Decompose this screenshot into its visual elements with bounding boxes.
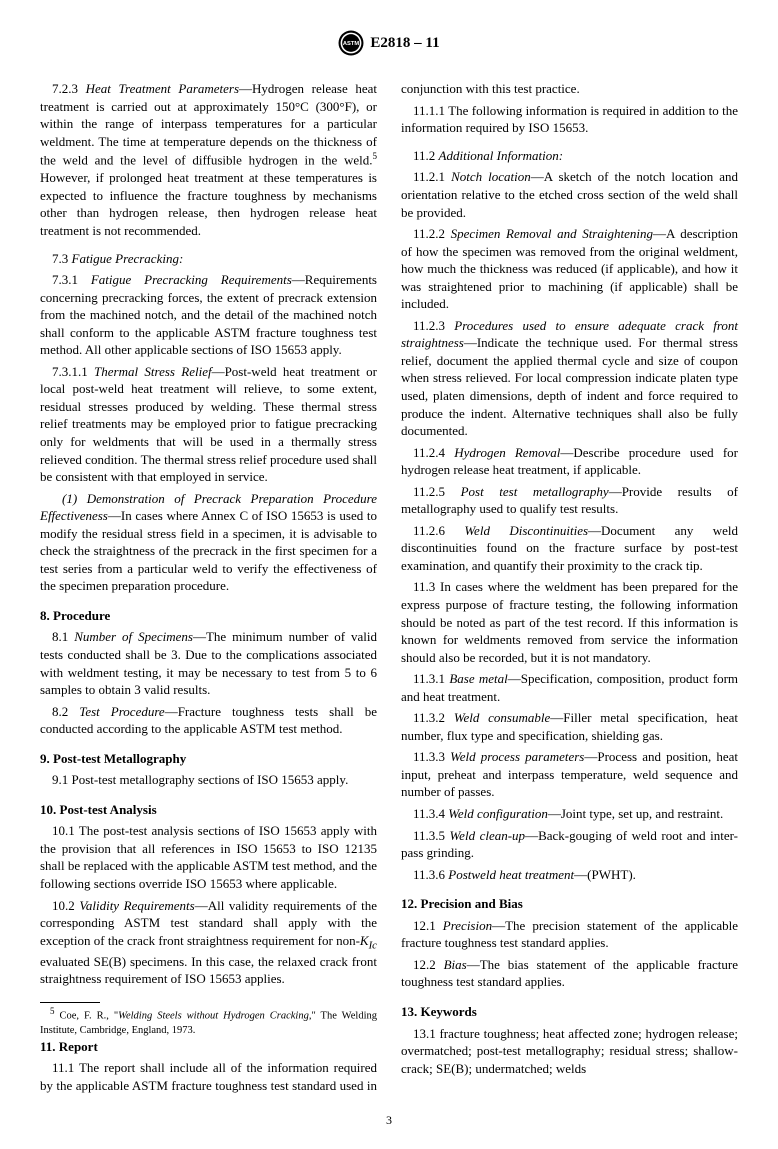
para-11-2-4: 11.2.4 Hydrogen Removal—Describe procedu… xyxy=(401,444,738,479)
para-10-1: 10.1 The post-test analysis sections of … xyxy=(40,822,377,892)
heading-11: 11. Report xyxy=(40,1038,377,1056)
para-11-1-1: 11.1.1 The following information is requ… xyxy=(401,102,738,137)
para-11-2-2: 11.2.2 Specimen Removal and Straightenin… xyxy=(401,225,738,313)
para-8-1: 8.1 Number of Specimens—The minimum numb… xyxy=(40,628,377,698)
heading-9: 9. Post-test Metallography xyxy=(40,750,377,768)
para-11-3-6: 11.3.6 Postweld heat treatment—(PWHT). xyxy=(401,866,738,884)
content-columns: 7.2.3 Heat Treatment Parameters—Hydrogen… xyxy=(40,80,738,1094)
svg-text:ASTM: ASTM xyxy=(343,41,359,47)
para-7-3-1-1-sub1: (1) Demonstration of Precrack Preparatio… xyxy=(40,490,377,595)
designation-text: E2818 – 11 xyxy=(370,33,439,53)
para-11-3-4: 11.3.4 Weld configuration—Joint type, se… xyxy=(401,805,738,823)
heading-7-3: 7.3 Fatigue Precracking: xyxy=(40,250,377,268)
para-7-3-1-1: 7.3.1.1 Thermal Stress Relief—Post-weld … xyxy=(40,363,377,486)
para-13-1: 13.1 fracture toughness; heat affected z… xyxy=(401,1025,738,1078)
heading-12: 12. Precision and Bias xyxy=(401,895,738,913)
para-8-2: 8.2 Test Procedure—Fracture toughness te… xyxy=(40,703,377,738)
para-11-3-3: 11.3.3 Weld process parameters—Process a… xyxy=(401,748,738,801)
heading-8: 8. Procedure xyxy=(40,607,377,625)
astm-logo: ASTM xyxy=(338,30,364,56)
heading-13: 13. Keywords xyxy=(401,1003,738,1021)
page-header: ASTM E2818 – 11 xyxy=(40,30,738,62)
para-11-2-6: 11.2.6 Weld Discontinuities—Document any… xyxy=(401,522,738,575)
para-9-1: 9.1 Post-test metallography sections of … xyxy=(40,771,377,789)
para-11-2-5: 11.2.5 Post test metallography—Provide r… xyxy=(401,483,738,518)
page-number: 3 xyxy=(40,1112,738,1128)
para-11-3-1: 11.3.1 Base metal—Specification, composi… xyxy=(401,670,738,705)
heading-11-2: 11.2 Additional Information: xyxy=(401,147,738,165)
para-11-3: 11.3 In cases where the weldment has bee… xyxy=(401,578,738,666)
para-11-2-1: 11.2.1 Notch location—A sketch of the no… xyxy=(401,168,738,221)
heading-10: 10. Post-test Analysis xyxy=(40,801,377,819)
footnote-5: 5 Coe, F. R., "Welding Steels without Hy… xyxy=(40,1005,377,1038)
para-12-2: 12.2 Bias—The bias statement of the appl… xyxy=(401,956,738,991)
para-10-2: 10.2 Validity Requirements—All validity … xyxy=(40,897,377,988)
footnote-rule xyxy=(40,1002,100,1003)
para-12-1: 12.1 Precision—The precision statement o… xyxy=(401,917,738,952)
para-11-3-5: 11.3.5 Weld clean-up—Back-gouging of wel… xyxy=(401,827,738,862)
para-11-3-2: 11.3.2 Weld consumable—Filler metal spec… xyxy=(401,709,738,744)
para-7-2-3: 7.2.3 Heat Treatment Parameters—Hydrogen… xyxy=(40,80,377,239)
para-7-3-1: 7.3.1 Fatigue Precracking Requirements—R… xyxy=(40,271,377,359)
para-11-2-3: 11.2.3 Procedures used to ensure adequat… xyxy=(401,317,738,440)
footnote-block: 5 Coe, F. R., "Welding Steels without Hy… xyxy=(40,1002,377,1038)
